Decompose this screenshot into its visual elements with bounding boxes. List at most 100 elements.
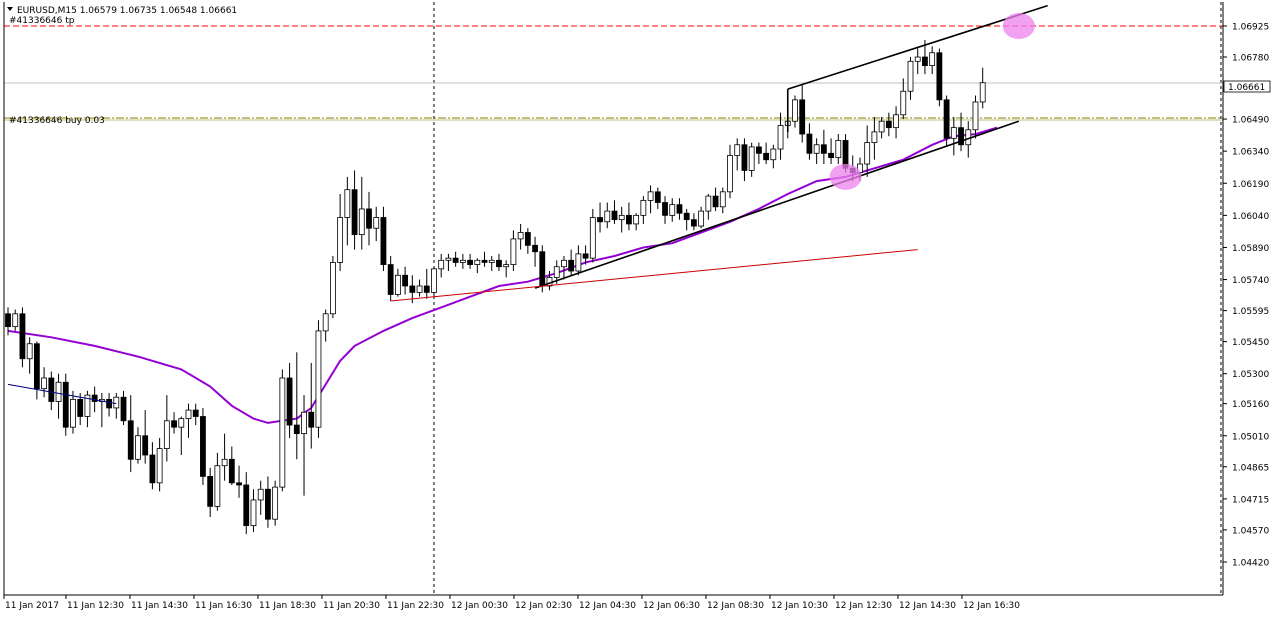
- time-axis: 11 Jan 2017 11 Jan 12:30 11 Jan 14:30 11 Ja…: [3, 595, 1020, 611]
- candle: [387, 256, 394, 301]
- candle-body: [445, 257, 452, 261]
- price-tick-label: 1.06925: [1232, 23, 1269, 33]
- candle: [301, 395, 307, 496]
- candle-body: [431, 268, 437, 293]
- candle: [192, 403, 199, 426]
- candle-body: [582, 253, 589, 259]
- candle-body: [532, 244, 538, 253]
- candle: [207, 467, 214, 518]
- touch-marker: [829, 163, 862, 190]
- candle-body: [589, 217, 596, 259]
- candle: [394, 268, 401, 297]
- current-price-box: [1223, 80, 1271, 93]
- candle-body: [777, 125, 784, 150]
- candle: [524, 228, 531, 254]
- tp-order-label: #41336646 tp: [9, 16, 75, 26]
- candle: [286, 363, 293, 438]
- candle: [438, 253, 445, 278]
- time-tick-label: 12 Jan 00:30: [451, 601, 508, 611]
- candle: [496, 253, 502, 271]
- candle-body: [488, 259, 495, 263]
- candle-body: [828, 152, 834, 158]
- candle: [200, 407, 206, 485]
- candle-body: [171, 420, 177, 428]
- candle: [423, 268, 430, 299]
- candle: [84, 390, 91, 428]
- candle: [156, 437, 163, 492]
- time-tick-label: 12 Jan 10:30: [771, 601, 828, 611]
- price-tick-label: 1.06780: [1232, 54, 1269, 64]
- candle: [532, 236, 538, 267]
- candle-body: [792, 99, 798, 122]
- candle-body: [265, 488, 271, 520]
- time-tick-label: 11 Jan 20:30: [323, 601, 380, 611]
- time-tick-label: 11 Jan 22:30: [387, 601, 444, 611]
- candle: [589, 208, 596, 263]
- candle: [344, 176, 351, 246]
- candle-body: [257, 488, 264, 501]
- candle: [366, 191, 372, 246]
- candle: [315, 320, 322, 438]
- candle-body: [640, 199, 647, 216]
- candle: [777, 112, 784, 160]
- candle: [243, 472, 250, 535]
- candle: [308, 363, 315, 449]
- candle-body: [214, 465, 221, 507]
- candle: [127, 395, 134, 473]
- candle-body: [914, 56, 921, 62]
- price-tick-label: 1.05890: [1232, 244, 1269, 254]
- candle: [640, 196, 647, 224]
- candle-body: [467, 259, 473, 265]
- candle-body: [691, 219, 697, 227]
- candle: [214, 452, 221, 511]
- candle-body: [835, 140, 842, 158]
- candle: [979, 67, 986, 109]
- candle: [597, 202, 603, 233]
- candle: [416, 279, 423, 297]
- candle-body: [734, 144, 741, 156]
- blue-line-trendline: [7, 383, 117, 405]
- candle-body: [503, 264, 510, 268]
- candle-body: [221, 458, 228, 467]
- candle-body: [936, 52, 943, 101]
- price-tick-label: 1.06490: [1232, 116, 1269, 126]
- candle: [459, 253, 466, 269]
- candle-body: [91, 394, 98, 402]
- candle-body: [358, 208, 365, 236]
- candle: [135, 427, 141, 464]
- candle: [41, 367, 47, 398]
- candle-body: [178, 418, 185, 428]
- candle-body: [26, 343, 33, 360]
- candle: [279, 369, 286, 492]
- channel-lower-trendline: [534, 120, 1020, 289]
- candle-body: [864, 142, 871, 165]
- candle: [582, 245, 589, 265]
- candle-body: [19, 313, 26, 360]
- price-tick-label: 1.04865: [1232, 463, 1269, 473]
- candle-body: [524, 232, 531, 246]
- candle: [705, 193, 712, 220]
- candle: [221, 433, 228, 481]
- candle-body: [243, 484, 250, 527]
- candle-body: [344, 189, 351, 218]
- candle-body: [207, 476, 214, 507]
- candle: [741, 138, 748, 182]
- candle-body: [402, 274, 409, 287]
- time-tick-label: 11 Jan 16:30: [195, 601, 252, 611]
- candle-body: [62, 381, 69, 428]
- collapse-triangle-icon[interactable]: [7, 7, 13, 11]
- symbol-header: EURUSD,M15 1.06579 1.06735 1.06548 1.066…: [17, 6, 237, 16]
- candle-body: [301, 411, 307, 435]
- candle: [474, 258, 481, 274]
- candle-body: [33, 343, 40, 390]
- candle-body: [662, 202, 668, 216]
- candle: [561, 256, 567, 280]
- candle: [828, 138, 834, 165]
- candle-body: [416, 285, 423, 293]
- candle-body: [510, 238, 517, 265]
- candle: [734, 138, 741, 171]
- candle: [228, 446, 235, 485]
- candle-body: [748, 146, 755, 171]
